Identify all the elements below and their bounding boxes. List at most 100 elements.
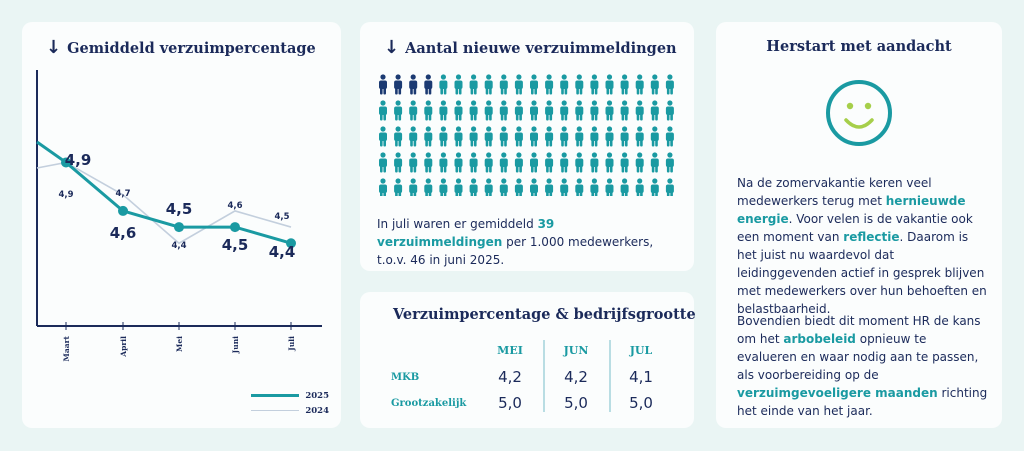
legend-2025-swatch — [251, 394, 300, 397]
person-icon — [665, 152, 674, 173]
row-head-mkb: MKB — [391, 372, 420, 383]
person-icon — [605, 152, 614, 173]
person-icon — [620, 152, 629, 173]
person-icon — [545, 74, 554, 95]
person-icon — [394, 178, 403, 196]
x-tick-label: April — [119, 336, 128, 358]
person-icon — [635, 152, 644, 173]
series-2025-label: 4,5 — [222, 236, 249, 254]
p1-highlight: hernieuwde energie — [737, 194, 966, 226]
person-icon — [499, 74, 508, 95]
series-2025-point — [174, 222, 184, 233]
table-cell: 5,0 — [564, 394, 588, 412]
person-icon — [575, 178, 584, 196]
person-icon — [514, 74, 523, 95]
series-2025-label: 4,9 — [65, 151, 92, 169]
person-icon — [424, 100, 433, 121]
person-icon — [530, 152, 538, 173]
series-2024-label: 4,7 — [115, 189, 130, 199]
person-icon — [379, 100, 387, 121]
person-icon — [439, 178, 448, 196]
person-icon — [379, 152, 387, 173]
person-icon — [650, 74, 659, 95]
caption-text-end: per 1.000 medewerkers, t.o.v. 46 in juni… — [377, 235, 654, 267]
x-tick-label: Juni — [231, 336, 240, 354]
absence-reports-card: ↓ Aantal nieuwe verzuimmeldingen In juli … — [360, 22, 694, 271]
person-icon — [499, 100, 508, 121]
table-cell: 4,2 — [498, 368, 522, 386]
arrow-down-icon: ↓ — [384, 37, 400, 58]
person-icon — [514, 152, 523, 173]
series-2025-line — [36, 140, 292, 245]
person-icon — [424, 126, 433, 147]
row-head-grootzakelijk: Grootzakelijk — [391, 398, 467, 409]
person-icon — [514, 178, 523, 196]
series-2024-label: 4,6 — [227, 201, 242, 211]
person-icon — [394, 100, 403, 121]
column-head-jun: JUN — [563, 344, 589, 357]
person-icon — [514, 126, 523, 147]
person-icon — [545, 126, 554, 147]
person-icon — [590, 126, 599, 147]
series-2025-label: 4,6 — [110, 224, 137, 242]
person-icon — [530, 126, 538, 147]
company-size-card: Verzuimpercentage & bedrijfsgrootte MEI … — [360, 292, 696, 428]
column-head-jul: JUL — [629, 344, 653, 357]
person-icon — [560, 126, 569, 147]
p1-text: Na de zomervakantie keren veel medewerke… — [737, 176, 932, 208]
person-icon — [394, 152, 403, 173]
person-icon — [590, 100, 599, 121]
person-icon — [635, 74, 644, 95]
series-2025-label: 4,4 — [269, 243, 296, 261]
person-icon — [575, 152, 584, 173]
person-icon — [635, 100, 644, 121]
person-icon — [560, 100, 569, 121]
series-2024-label: 4,9 — [58, 190, 73, 200]
legend-2024-label: 2024 — [305, 406, 329, 416]
legend-2024: 2024 — [251, 406, 329, 416]
person-icon — [499, 126, 508, 147]
person-icon — [545, 178, 554, 196]
person-icon — [650, 126, 659, 147]
series-2024-label: 4,4 — [171, 241, 186, 251]
person-icon — [665, 178, 674, 196]
person-icon-absent — [394, 74, 403, 95]
person-icon — [605, 178, 614, 196]
series-2024-label: 4,5 — [274, 212, 289, 222]
person-icon — [514, 100, 523, 121]
person-icon — [530, 178, 538, 196]
people-card-title-text: Aantal nieuwe verzuimmeldingen — [405, 40, 677, 57]
person-icon — [484, 152, 493, 173]
person-icon-absent — [379, 74, 387, 95]
person-icon — [439, 152, 448, 173]
series-2025-point — [61, 157, 71, 168]
person-icon — [484, 178, 493, 196]
p2-highlight: verzuimgevoeligere maanden — [737, 386, 938, 400]
person-icon — [545, 100, 554, 121]
p1-text: . Daarom is het juist nu waardevol dat l… — [737, 230, 987, 316]
line-chart: Maart April Mei Juni Juli 4,9 4,6 4,5 4,5 4,4 4,9 4… — [36, 70, 322, 361]
person-icon — [409, 178, 418, 196]
person-icon — [650, 100, 659, 121]
person-icon — [454, 100, 463, 121]
person-icon — [545, 152, 554, 173]
person-icon — [590, 74, 599, 95]
table-title: Verzuimpercentage & bedrijfsgrootte — [393, 306, 696, 323]
column-divider — [609, 340, 611, 412]
column-head-mei: MEI — [497, 344, 523, 357]
person-icon — [454, 126, 463, 147]
person-icon — [469, 74, 478, 95]
series-2025-label: 4,5 — [166, 200, 193, 218]
legend-2024-swatch — [251, 410, 300, 411]
person-icon — [530, 100, 538, 121]
paragraph-1: Na de zomervakantie keren veel medewerke… — [737, 174, 989, 318]
person-icon — [394, 126, 403, 147]
person-icon — [605, 126, 614, 147]
x-tick-label: Juli — [287, 336, 296, 352]
person-icon — [605, 74, 614, 95]
smiley-icon — [826, 80, 892, 146]
person-icon — [575, 126, 584, 147]
person-icon — [665, 126, 674, 147]
p2-text: Bovendien biedt dit moment HR de kans om… — [737, 314, 981, 346]
person-icon — [530, 74, 538, 95]
